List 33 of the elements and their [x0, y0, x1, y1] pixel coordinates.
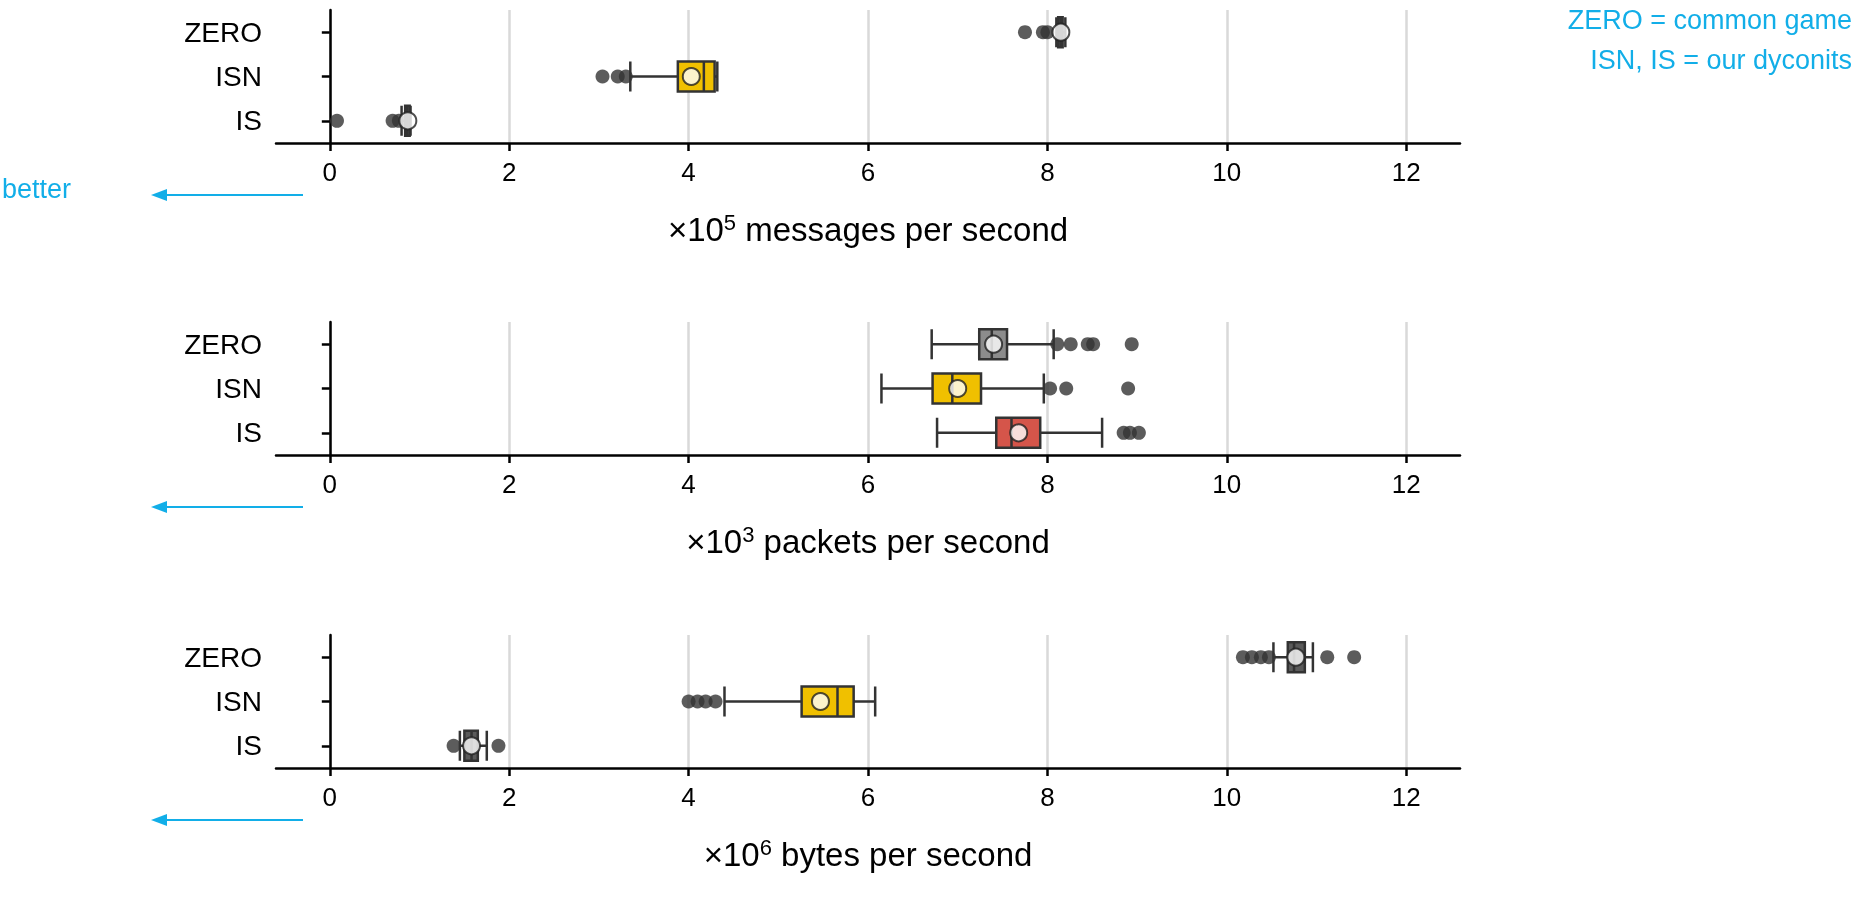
x-tick-label: 12 [1391, 469, 1421, 499]
y-tick-label: ZERO [184, 328, 262, 360]
x-tick-label: 12 [1391, 782, 1421, 812]
y-tick-label: IS [235, 105, 262, 137]
y-tick-label: IS [235, 417, 262, 449]
x-tick-label: 8 [1040, 782, 1055, 812]
x-tick-label: 4 [681, 157, 696, 187]
x-tick-label: 12 [1391, 157, 1421, 187]
x-tick-label: 4 [681, 469, 696, 499]
y-tick-label: ISN [215, 373, 262, 404]
x-tick-label: 2 [501, 469, 517, 499]
text: ZERO = common game [1567, 4, 1852, 35]
text: ISN, IS = our dyconits [1590, 44, 1853, 75]
y-tick-label: ZERO [184, 641, 262, 673]
x-tick-label: 10 [1212, 157, 1242, 187]
x-tick-label: 10 [1212, 469, 1242, 499]
y-tick-label: ZERO [184, 16, 262, 48]
text: better [2, 173, 72, 204]
x-tick-label: 8 [1040, 157, 1055, 187]
x-tick-label: 8 [1040, 469, 1055, 499]
x-tick-label: 6 [860, 782, 876, 812]
x-tick-label: 4 [681, 782, 696, 812]
y-tick-label: ISN [215, 686, 262, 717]
x-tick-label: 0 [322, 157, 338, 187]
x-tick-label: 2 [501, 782, 517, 812]
x-tick-label: 0 [322, 782, 338, 812]
x-tick-label: 0 [322, 469, 338, 499]
x-tick-label: 6 [860, 157, 876, 187]
y-tick-label: IS [235, 730, 262, 762]
x-tick-label: 6 [860, 469, 876, 499]
x-tick-label: 10 [1212, 782, 1242, 812]
y-tick-label: ISN [215, 61, 262, 92]
x-tick-label: 2 [501, 157, 517, 187]
